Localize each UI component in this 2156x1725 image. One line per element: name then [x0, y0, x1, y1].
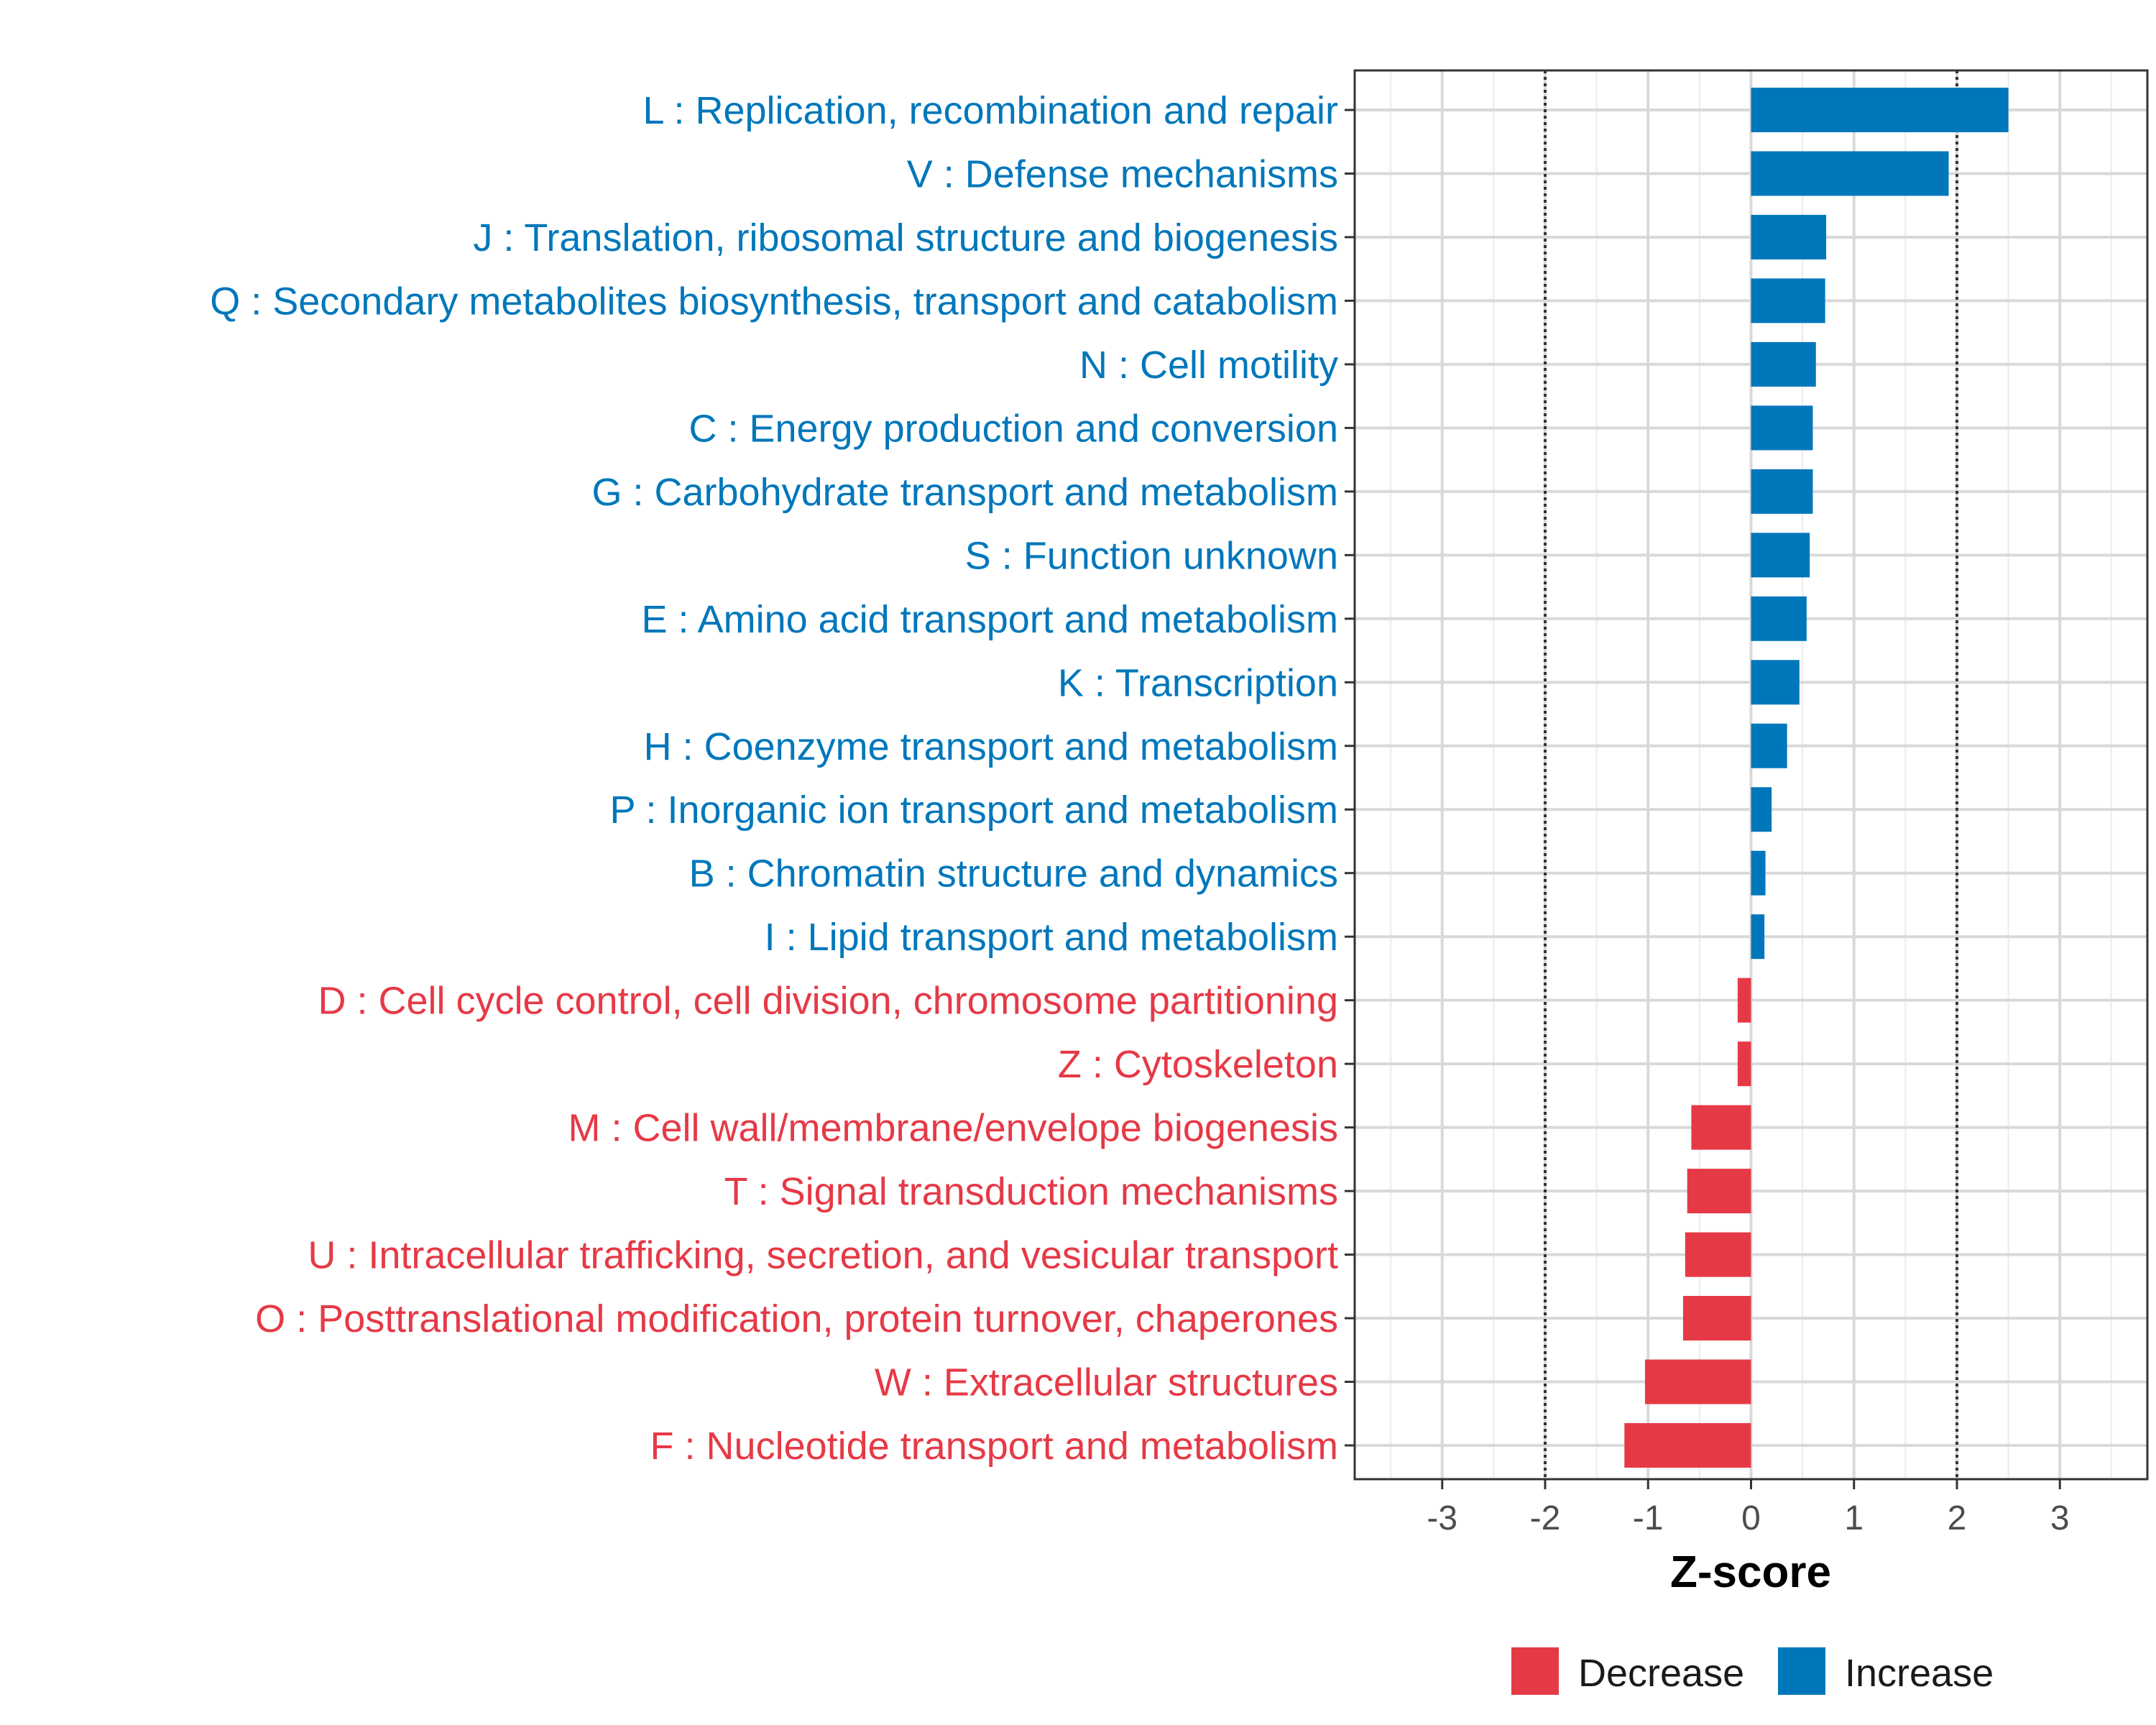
legend-swatch-increase [1778, 1647, 1825, 1695]
category-label: S : Function unknown [965, 534, 1338, 577]
category-label: M : Cell wall/membrane/envelope biogenes… [568, 1107, 1338, 1150]
category-label: G : Carbohydrate transport and metabolis… [592, 471, 1339, 514]
bar [1751, 533, 1810, 578]
bar [1751, 787, 1772, 832]
category-label: I : Lipid transport and metabolism [765, 916, 1338, 959]
category-label: K : Transcription [1058, 661, 1338, 704]
bar [1751, 469, 1813, 514]
bar [1737, 978, 1751, 1023]
bar [1751, 341, 1816, 387]
category-label: L : Replication, recombination and repai… [642, 89, 1338, 132]
category-label: N : Cell motility [1079, 344, 1338, 387]
category-label: Z : Cytoskeleton [1058, 1043, 1338, 1086]
bar [1737, 1041, 1751, 1087]
category-label: W : Extracellular structures [875, 1361, 1338, 1404]
category-label: H : Coenzyme transport and metabolism [644, 725, 1338, 768]
bars [1624, 88, 2009, 1468]
y-axis-ticks [1345, 109, 1355, 1447]
legend: Decrease Increase [1511, 1647, 1994, 1695]
bar [1751, 723, 1787, 768]
x-tick-label: 2 [1948, 1499, 1967, 1537]
bar [1751, 914, 1765, 960]
x-tick-label: 3 [2050, 1499, 2070, 1537]
bar [1751, 214, 1827, 259]
legend-label-increase: Increase [1845, 1652, 1994, 1695]
category-label: Q : Secondary metabolites biosynthesis, … [210, 280, 1338, 323]
legend-swatch-decrease [1511, 1647, 1559, 1695]
bar [1685, 1232, 1751, 1277]
category-label: V : Defense mechanisms [907, 152, 1338, 196]
bar [1751, 88, 2009, 132]
bar [1751, 850, 1766, 896]
category-label: O : Posttranslational modification, prot… [255, 1297, 1338, 1340]
category-label: C : Energy production and conversion [688, 407, 1338, 450]
legend-label-decrease: Decrease [1578, 1652, 1744, 1695]
bar [1624, 1423, 1751, 1468]
x-tick-label: -2 [1530, 1499, 1561, 1537]
bar [1751, 596, 1807, 641]
bar [1691, 1105, 1751, 1150]
category-label: B : Chromatin structure and dynamics [689, 852, 1338, 896]
bar [1751, 278, 1825, 323]
bar [1751, 405, 1813, 451]
bar [1682, 1296, 1751, 1341]
category-label: E : Amino acid transport and metabolism [642, 598, 1338, 641]
y-axis-labels: L : Replication, recombination and repai… [210, 89, 1338, 1468]
bar [1687, 1169, 1751, 1214]
bar [1644, 1359, 1751, 1404]
category-label: T : Signal transduction mechanisms [724, 1170, 1338, 1213]
x-axis-title: Z-score [1670, 1547, 1831, 1597]
x-tick-label: -1 [1633, 1499, 1664, 1537]
x-tick-label: 0 [1741, 1499, 1761, 1537]
bar [1751, 151, 1949, 196]
bar [1751, 660, 1800, 705]
category-label: J : Translation, ribosomal structure and… [473, 216, 1338, 259]
category-label: U : Intracellular trafficking, secretion… [308, 1234, 1338, 1277]
category-label: D : Cell cycle control, cell division, c… [318, 980, 1338, 1023]
x-tick-label: -3 [1427, 1499, 1457, 1537]
x-tick-label: 1 [1844, 1499, 1864, 1537]
reference-lines [1544, 70, 1958, 1479]
category-label: F : Nucleotide transport and metabolism [650, 1425, 1338, 1468]
x-axis-ticks: -3 -2 -1 0 1 2 3 [1427, 1479, 2070, 1537]
category-label: P : Inorganic ion transport and metaboli… [609, 788, 1338, 832]
